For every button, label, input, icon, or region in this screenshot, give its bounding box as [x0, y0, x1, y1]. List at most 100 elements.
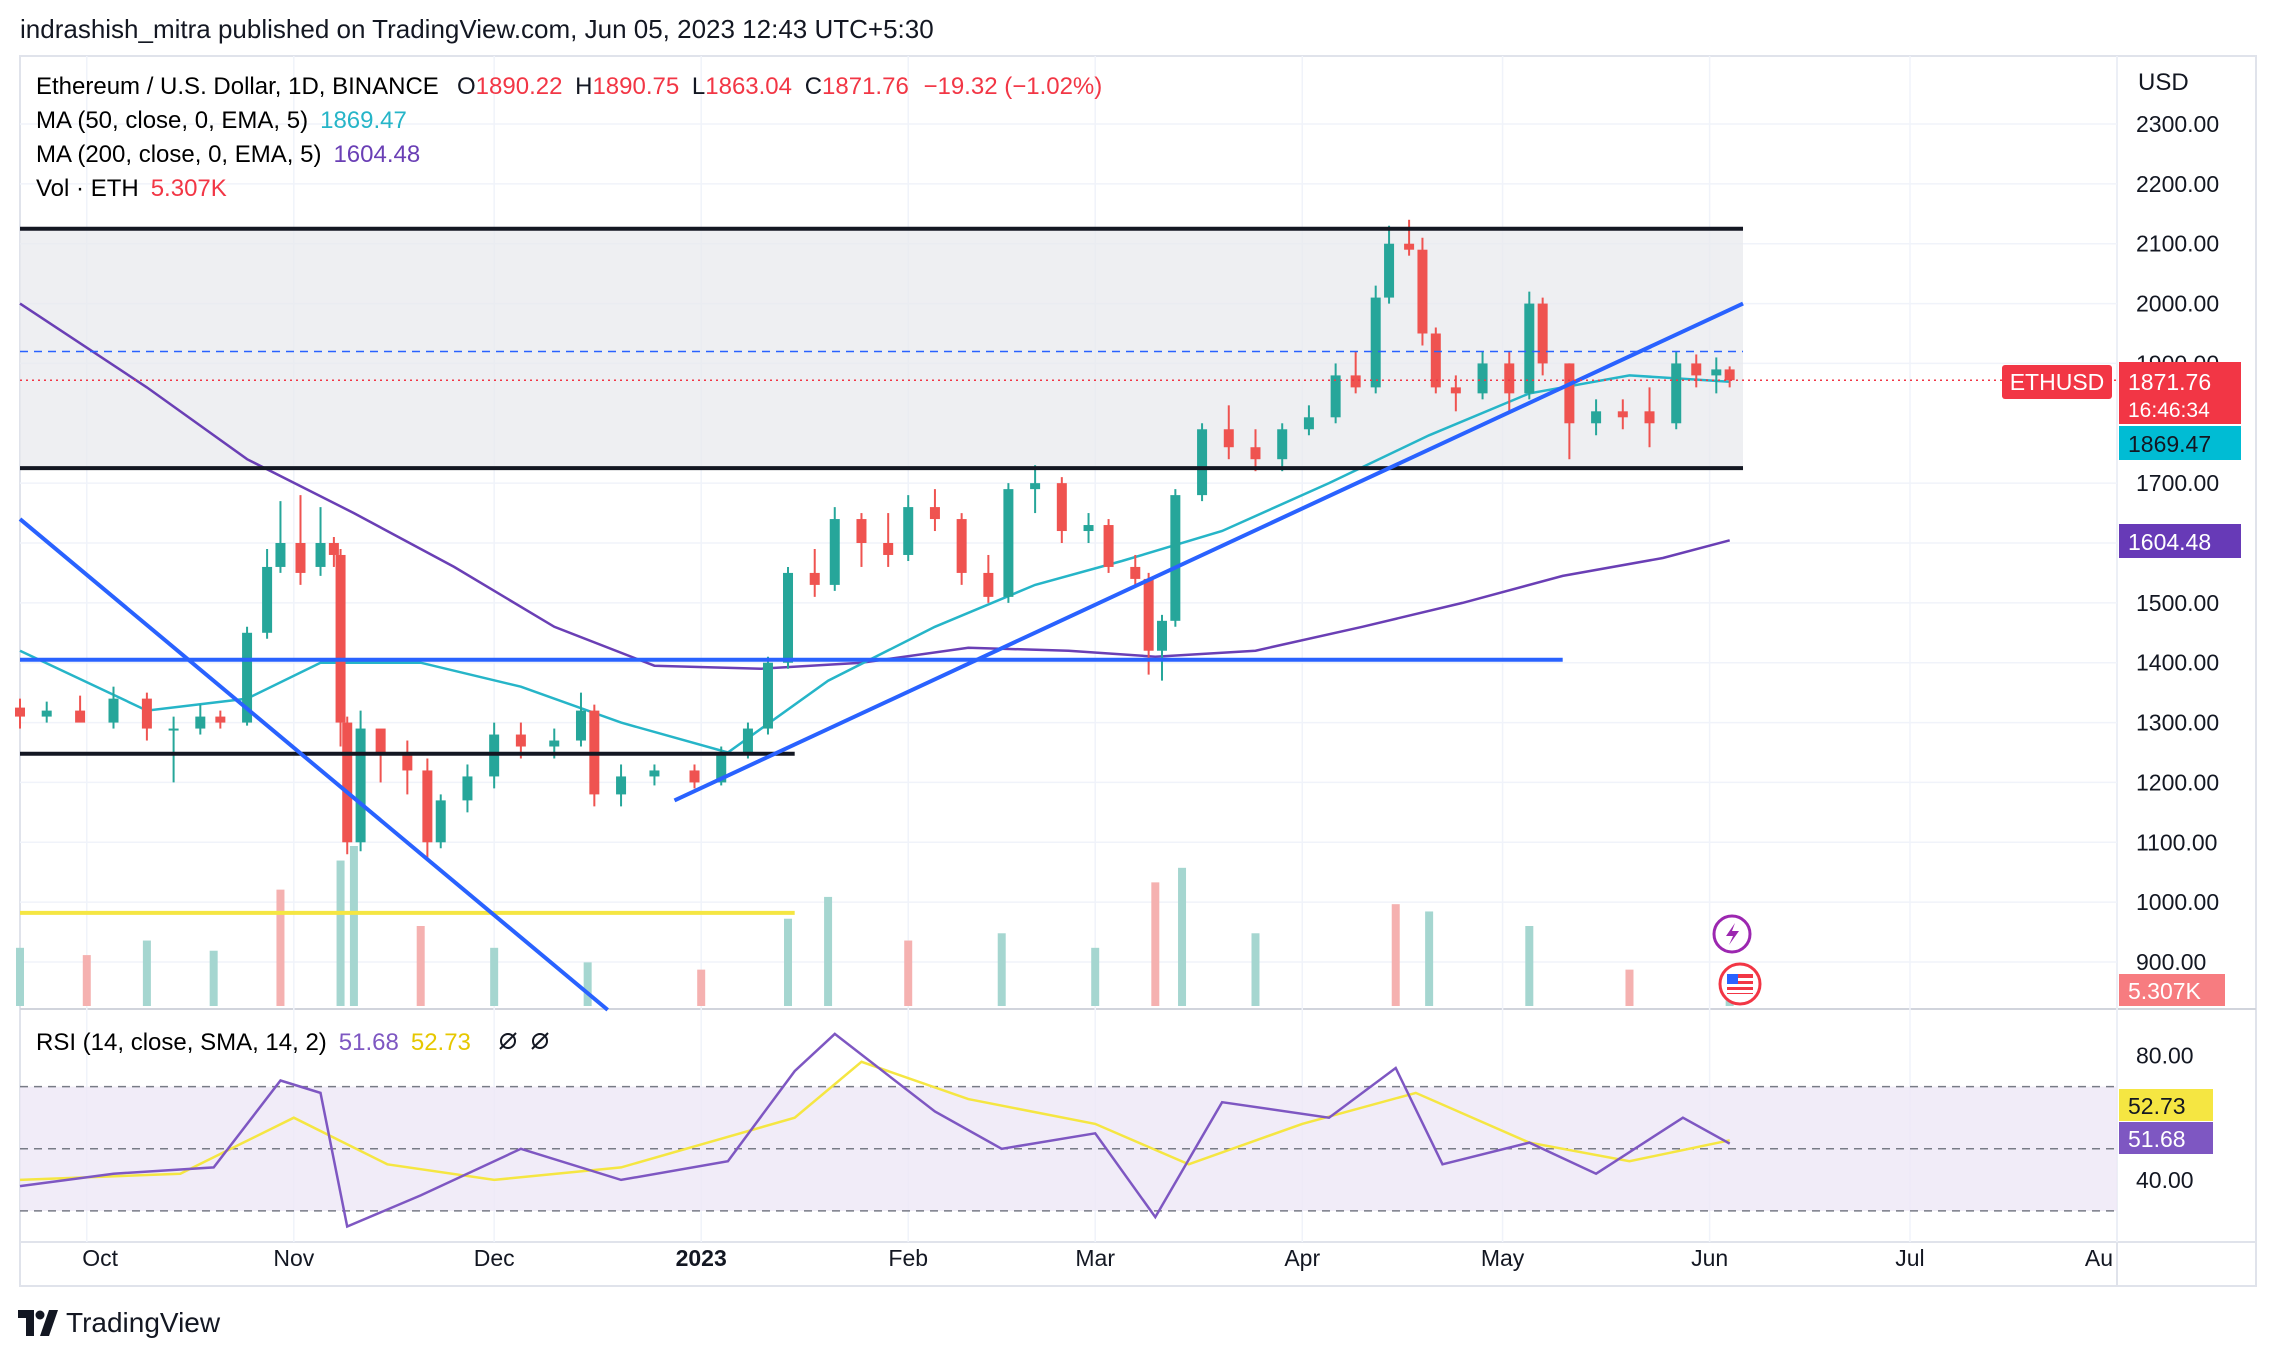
last-price-badge: 1871.76 16:46:34 [2119, 362, 2241, 424]
candle-body [956, 519, 967, 573]
candle-body [242, 632, 253, 723]
drawings[interactable] [18, 226, 2117, 1012]
time-tick-label: Au [2085, 1245, 2113, 1271]
candle-body [649, 770, 660, 777]
candle-body [549, 740, 560, 747]
ma50-path [19, 374, 1730, 754]
candle-body [1350, 375, 1361, 388]
candle-body [1564, 363, 1575, 424]
candle-body [742, 728, 753, 753]
volume-bar [904, 940, 913, 1006]
chart-frame [19, 55, 2257, 1287]
legend-ma50[interactable]: MA (50, close, 0, EMA, 5) 1869.47 [36, 107, 407, 134]
rsi-pane [19, 1032, 2117, 1229]
time-tick-label: May [1481, 1245, 1525, 1271]
ticker-badge: ETHUSD [2002, 365, 2112, 399]
volume-bar [997, 933, 1006, 1006]
volume-bar [784, 918, 793, 1006]
svg-text:1604.48: 1604.48 [2128, 529, 2211, 555]
volume-bar [583, 962, 592, 1006]
candle-body [108, 698, 119, 723]
candle-body [1170, 495, 1181, 621]
trendline [673, 301, 1744, 803]
candle-body [402, 752, 413, 771]
publish-line: indrashish_mitra published on TradingVie… [20, 14, 934, 44]
candle-body [1724, 369, 1735, 381]
svg-text:16:46:34: 16:46:34 [2128, 399, 2210, 422]
volume-bar [1178, 867, 1187, 1006]
eye-off-icon[interactable] [499, 1032, 517, 1050]
tradingview-logo[interactable]: TradingView [18, 1303, 220, 1343]
price-tick-label: 1400.00 [2136, 650, 2219, 676]
time-tick-label: Dec [474, 1245, 515, 1271]
eye-off-icon[interactable] [531, 1032, 549, 1050]
candle-body [883, 543, 894, 555]
candle-body [1083, 525, 1094, 532]
legend-symbol[interactable]: Ethereum / U.S. Dollar, 1D, BINANCE [36, 73, 439, 100]
legend-volume[interactable]: Vol · ETH 5.307K [36, 175, 227, 202]
candle-body [1056, 483, 1067, 532]
candles [15, 219, 1735, 861]
candle-body [1711, 369, 1722, 376]
range-zone [20, 228, 1744, 469]
candle-body [1384, 243, 1395, 298]
brand-text: TradingView [66, 1307, 221, 1338]
svg-text:1871.76: 1871.76 [2128, 369, 2211, 395]
candle-body [1277, 429, 1288, 460]
candle-body [168, 728, 179, 731]
candle-body [1504, 363, 1515, 394]
ma200-path [19, 302, 1731, 670]
candle-body [1477, 363, 1488, 394]
volume-bar [1625, 969, 1634, 1006]
candle-body [141, 698, 152, 729]
rsi-badge: 51.68 [2119, 1122, 2213, 1154]
candle-body [856, 519, 867, 543]
candle-body [355, 728, 366, 843]
candle-body [1250, 447, 1261, 460]
candle-body [335, 554, 346, 723]
price-tick-label: 1700.00 [2136, 470, 2219, 496]
candle-body [328, 543, 339, 555]
trendline [18, 517, 609, 1012]
volume-bar [1425, 911, 1434, 1006]
time-tick-label: Jul [1895, 1245, 1924, 1271]
svg-text:51.68: 51.68 [2128, 1126, 2186, 1152]
volume-bar [1151, 882, 1160, 1006]
us-flag-event-icon[interactable] [1718, 962, 1762, 1006]
rsi-sma-path [19, 1060, 1730, 1182]
candle-body [1591, 411, 1602, 424]
candle-body [75, 710, 86, 723]
rsi-tick-label: 40.00 [2136, 1167, 2194, 1193]
volume-bar [1091, 947, 1100, 1006]
rsi-legend[interactable]: RSI (14, close, SMA, 14, 2) 51.68 52.73 [36, 1029, 471, 1056]
candle-body [1003, 489, 1014, 597]
ma50-badge: 1869.47 [2119, 426, 2241, 460]
candle-body [1617, 411, 1628, 418]
volume-bar [142, 940, 151, 1006]
price-axis-currency: USD [2138, 69, 2189, 96]
legend-ma200[interactable]: MA (200, close, 0, EMA, 5) 1604.48 [36, 141, 420, 168]
svg-text:52.73: 52.73 [2128, 1093, 2186, 1119]
time-tick-label: Feb [888, 1245, 928, 1271]
legend-ohlc: O1890.22 H1890.75 L1863.04 C1871.76 −19.… [457, 73, 1102, 100]
price-tick-label: 2100.00 [2136, 231, 2219, 257]
candle-body [575, 710, 586, 741]
candle-body [1156, 620, 1167, 651]
price-tick-label: 1100.00 [2136, 829, 2217, 855]
candle-body [1223, 429, 1234, 448]
price-tick-label: 1500.00 [2136, 590, 2219, 616]
price-tick-label: 1200.00 [2136, 769, 2219, 795]
volume-bar [82, 955, 91, 1006]
flash-event-icon[interactable] [1712, 914, 1752, 954]
volume-bar [824, 896, 833, 1006]
volume-bar [16, 947, 24, 1006]
ma200-line [19, 302, 1731, 670]
candle-body [1143, 578, 1154, 651]
candle-body [1303, 417, 1314, 430]
candle-body [903, 507, 914, 555]
price-tick-label: 900.00 [2136, 949, 2206, 975]
candle-body [983, 572, 994, 597]
candle-body [1644, 411, 1655, 424]
candle-body [462, 776, 473, 801]
